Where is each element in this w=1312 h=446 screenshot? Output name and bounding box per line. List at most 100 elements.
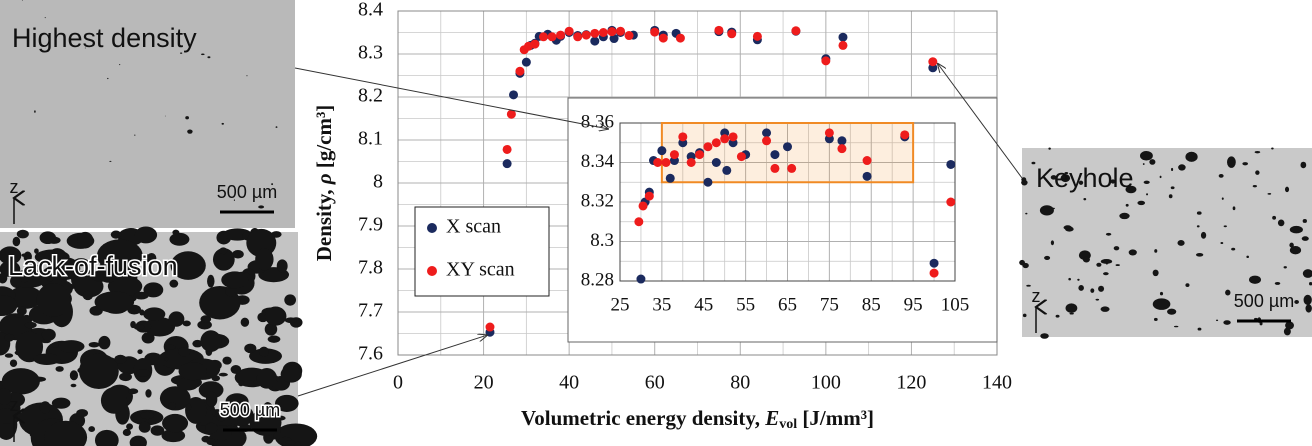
pore [1103, 272, 1109, 276]
pore [1, 368, 40, 395]
inset-data-point [929, 258, 939, 268]
pore [126, 423, 133, 430]
inset-data-point [862, 156, 872, 166]
pore [0, 294, 18, 317]
pore [4, 333, 15, 342]
legend-label: X scan [446, 216, 501, 238]
pore [1128, 249, 1137, 256]
inset-data-point [837, 144, 847, 154]
pore [128, 388, 139, 395]
pore [1095, 298, 1100, 301]
pore [1218, 173, 1224, 178]
pore [1069, 312, 1074, 315]
data-point [675, 33, 685, 43]
pore [1305, 304, 1312, 313]
axis-indicator: z [10, 177, 19, 197]
inset-data-point [762, 136, 772, 146]
inset-data-point [657, 146, 667, 156]
pointer [938, 64, 1023, 179]
pore [207, 274, 215, 288]
pore [133, 291, 149, 300]
x-tick-label: 95 [904, 294, 923, 315]
pore [1146, 193, 1149, 196]
inset-data-point [946, 197, 956, 207]
pore [1283, 266, 1287, 269]
pore [0, 388, 12, 406]
inset-data-point [736, 152, 746, 162]
legend-marker [427, 266, 437, 276]
pore [221, 122, 224, 125]
pore [1048, 147, 1051, 150]
pore [1249, 275, 1262, 284]
pore [1301, 236, 1309, 241]
pore [201, 53, 205, 56]
pore [14, 313, 23, 318]
pore [219, 247, 228, 255]
pore [55, 366, 64, 372]
pore [81, 269, 92, 275]
pore [1090, 288, 1095, 293]
pore [238, 379, 244, 387]
inset-data-point [644, 191, 654, 201]
data-point [506, 109, 516, 119]
pore [1149, 159, 1156, 165]
pore [200, 315, 212, 323]
inset-data-point [678, 132, 688, 142]
pore [1021, 179, 1028, 186]
y-axis-title: Density, ρ [g/cm³] [312, 105, 336, 262]
pore [16, 229, 29, 239]
pore [23, 251, 32, 263]
pore [221, 271, 249, 289]
pore [284, 294, 297, 306]
pore [1115, 264, 1120, 267]
pore [240, 317, 250, 327]
pore [1289, 246, 1302, 255]
micrograph: Lack-of-fusion z 500 µm [0, 226, 318, 446]
inset-data-point [762, 128, 772, 138]
pore [205, 422, 218, 434]
pore [162, 413, 189, 433]
pore [1302, 219, 1307, 223]
inset-data-point [711, 158, 721, 167]
pore [1232, 206, 1236, 211]
data-point [573, 32, 583, 42]
pore [44, 420, 88, 446]
data-point [530, 39, 540, 49]
pore [1255, 170, 1260, 175]
pore [200, 330, 222, 352]
micrograph-bg [0, 0, 295, 228]
pore [1060, 174, 1071, 183]
pore [1154, 249, 1158, 253]
y-tick-label: 8.34 [581, 151, 615, 172]
pore [1223, 320, 1231, 325]
data-point [502, 144, 512, 154]
pore [168, 402, 177, 410]
pore [280, 365, 302, 383]
pore [1284, 186, 1290, 193]
y-tick-label: 8.2 [358, 85, 383, 107]
pore [21, 0, 23, 1]
pore [143, 307, 166, 321]
pore [1200, 231, 1207, 239]
pore [1096, 262, 1102, 267]
inset-data-point [636, 274, 646, 284]
x-tick-label: 80 [730, 372, 750, 394]
legend-box [414, 206, 550, 297]
pore [84, 47, 86, 49]
pore [218, 372, 228, 377]
inset-data-point [783, 142, 792, 152]
pore [1272, 215, 1277, 220]
pore [133, 439, 141, 446]
pore [1026, 284, 1031, 287]
pore [141, 332, 155, 344]
pore [1294, 300, 1299, 304]
pore [241, 380, 257, 387]
pore [1063, 225, 1072, 230]
data-point [515, 66, 525, 76]
pore [294, 441, 302, 446]
pore [1300, 161, 1307, 169]
pore [41, 328, 56, 341]
pore [271, 183, 274, 186]
pore [1159, 291, 1164, 296]
